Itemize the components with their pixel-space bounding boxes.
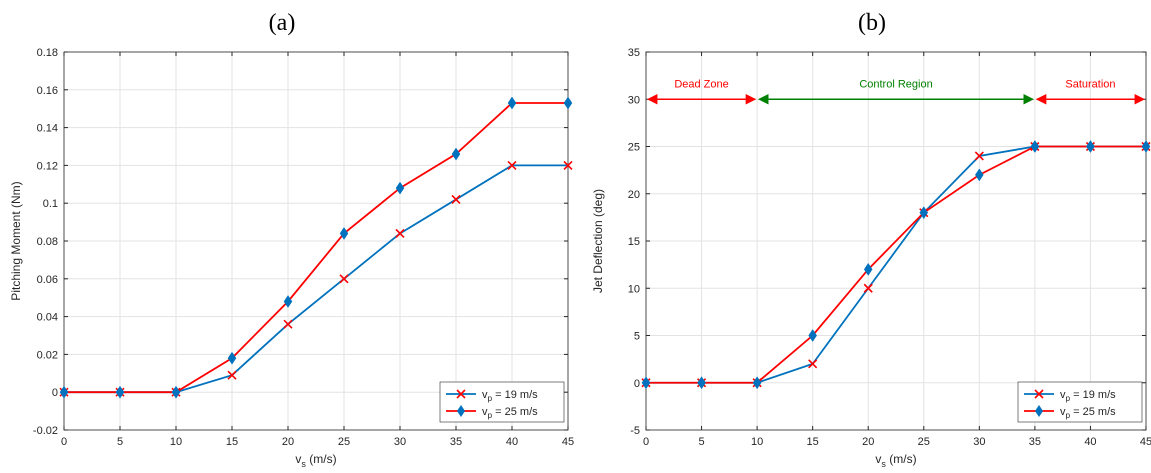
legend-diamond-marker xyxy=(457,405,465,417)
x-tick-label: 40 xyxy=(506,436,518,448)
legend-entry-label: vp = 25 m/s xyxy=(482,406,538,420)
data-point-diamond-marker xyxy=(227,351,237,365)
x-tick-label: 35 xyxy=(1029,436,1041,448)
x-tick-label: 40 xyxy=(1084,436,1096,448)
y-tick-label: 35 xyxy=(628,47,640,59)
data-point-diamond-marker xyxy=(1141,140,1151,153)
y-tick-label: 0.12 xyxy=(37,160,58,172)
data-point-x-marker xyxy=(507,160,517,170)
y-axis-label: Pitching Moment (Nm) xyxy=(9,181,23,300)
x-tick-label: 45 xyxy=(562,436,574,448)
data-point-diamond-marker xyxy=(451,147,461,161)
y-tick-label: 0 xyxy=(634,378,640,390)
data-point-x-marker xyxy=(451,194,461,204)
legend-diamond-marker xyxy=(1035,405,1043,417)
x-tick-label: 20 xyxy=(282,436,294,448)
chart-panel-b: (b)0 5 10 15 20 25 30 35 40 45-505101520253035vs … xyxy=(591,10,1151,469)
series-line-vp25 xyxy=(646,145,1146,384)
chart-panel-a: (a)0 5 10 15 20 25 30 35 40 45-0.0200.020.040.060… xyxy=(9,10,574,469)
y-tick-label: 0.02 xyxy=(37,349,58,361)
data-point-diamond-marker xyxy=(115,385,125,399)
y-axis-label: Jet Deflection (deg) xyxy=(591,189,605,293)
data-point-x-marker xyxy=(563,160,573,170)
data-point-x-marker xyxy=(808,359,818,369)
data-point-x-marker xyxy=(863,283,873,293)
data-point-diamond-marker xyxy=(395,181,405,195)
x-axis-label: vs (m/s) xyxy=(295,452,336,469)
x-tick-label: 45 xyxy=(1140,436,1151,448)
data-point-diamond-marker xyxy=(1030,140,1040,153)
y-tick-label: 25 xyxy=(628,142,640,154)
data-point-diamond-marker xyxy=(863,262,873,276)
data-point-diamond-marker xyxy=(641,376,651,390)
x-tick-label: 5 xyxy=(698,436,704,448)
data-point-x-marker xyxy=(227,370,237,380)
region-label: Dead Zone xyxy=(674,78,728,90)
y-tick-label: 0.06 xyxy=(37,274,58,286)
y-tick-label: 5 xyxy=(634,331,640,343)
data-point-diamond-marker xyxy=(59,385,69,399)
data-point-diamond-marker xyxy=(507,96,517,110)
data-point-diamond-marker xyxy=(975,168,984,182)
legend: vp = 19 m/s vp = 25 m/s xyxy=(1017,381,1143,423)
region-label: Saturation xyxy=(1065,78,1115,90)
data-point-diamond-marker xyxy=(283,295,293,308)
legend-x-marker xyxy=(456,389,466,399)
x-tick-label: 35 xyxy=(450,436,462,448)
data-point-x-marker xyxy=(283,319,293,329)
y-tick-label: -0.02 xyxy=(33,425,58,437)
x-tick-label: 10 xyxy=(751,436,763,448)
y-tick-label: 0.04 xyxy=(37,312,58,324)
series-line-vp25 xyxy=(64,102,568,394)
legend-entry-label: vp = 25 m/s xyxy=(1060,406,1116,420)
y-tick-label: 0.08 xyxy=(37,236,58,248)
x-tick-label: 10 xyxy=(170,436,182,448)
y-tick-label: 15 xyxy=(628,236,640,248)
data-point-diamond-marker xyxy=(1086,140,1095,153)
panel-label: (a) xyxy=(269,10,296,36)
x-tick-label: 30 xyxy=(394,436,406,448)
y-tick-label: 0.1 xyxy=(43,198,58,210)
x-tick-label: 15 xyxy=(807,436,819,448)
data-point-diamond-marker xyxy=(697,376,706,390)
x-tick-label: 15 xyxy=(226,436,238,448)
y-tick-label: 10 xyxy=(628,283,640,295)
region-label: Control Region xyxy=(859,78,932,90)
x-tick-label: 20 xyxy=(862,436,874,448)
data-point-diamond-marker xyxy=(339,226,349,240)
legend-x-marker xyxy=(1034,389,1044,399)
x-tick-label: 30 xyxy=(973,436,985,448)
data-point-diamond-marker xyxy=(563,96,573,110)
x-tick-label: 0 xyxy=(61,436,67,448)
x-tick-label: 5 xyxy=(117,436,123,448)
legend-entry-label: vp = 19 m/s xyxy=(1060,389,1116,403)
y-tick-label: 0.16 xyxy=(37,85,58,97)
data-point-diamond-marker xyxy=(171,385,181,399)
data-point-diamond-marker xyxy=(808,329,817,342)
data-point-diamond-marker xyxy=(919,206,929,220)
x-tick-label: 0 xyxy=(643,436,649,448)
y-tick-label: 0 xyxy=(52,387,58,399)
x-tick-label: 25 xyxy=(918,436,930,448)
x-axis-label: vs (m/s) xyxy=(875,452,916,469)
data-point-x-marker xyxy=(339,274,349,284)
y-tick-label: 0.14 xyxy=(37,123,58,135)
y-tick-label: 0.18 xyxy=(37,47,58,59)
y-tick-label: 30 xyxy=(628,94,640,106)
data-point-x-marker xyxy=(974,151,984,161)
x-tick-label: 25 xyxy=(338,436,350,448)
legend: vp = 19 m/s vp = 25 m/s xyxy=(439,381,565,423)
legend-entry-label: vp = 19 m/s xyxy=(482,389,538,403)
y-tick-label: -5 xyxy=(630,425,640,437)
data-point-x-marker xyxy=(395,228,405,239)
y-tick-label: 20 xyxy=(628,189,640,201)
data-point-diamond-marker xyxy=(752,376,762,390)
panel-label: (b) xyxy=(858,10,886,36)
